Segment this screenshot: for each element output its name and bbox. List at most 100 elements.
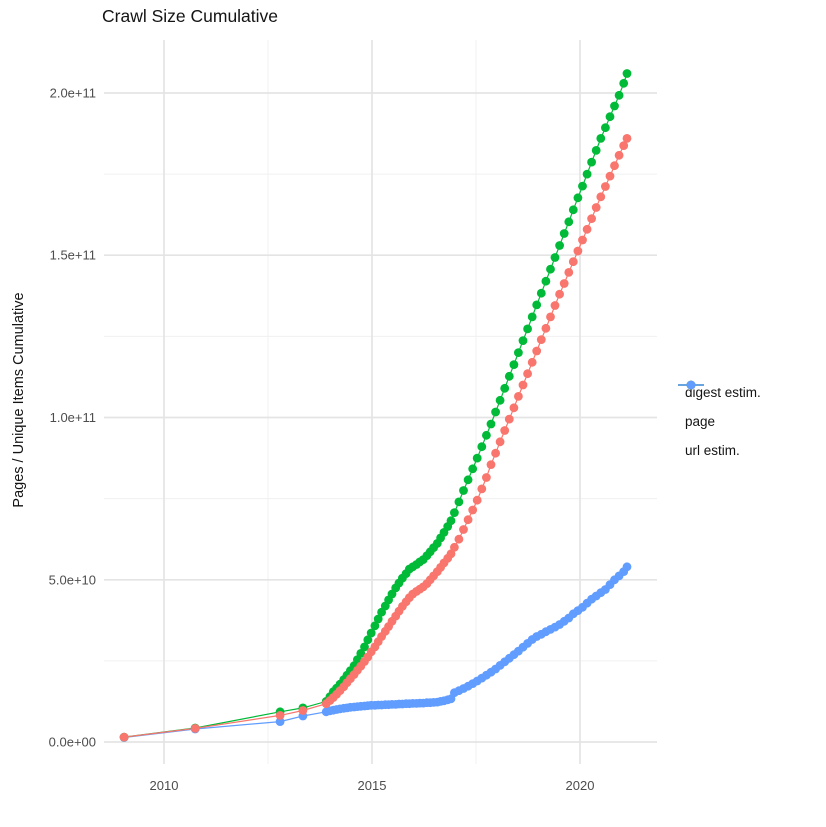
- data-point: [275, 711, 285, 720]
- data-point: [504, 371, 514, 381]
- y-tick-label: 0.0e+00: [49, 735, 96, 750]
- data-point: [459, 486, 468, 495]
- y-tick-label: 1.0e+11: [50, 410, 96, 425]
- legend-label: page: [685, 414, 716, 429]
- data-point: [601, 123, 610, 133]
- data-point: [523, 324, 532, 334]
- data-point: [619, 78, 629, 88]
- data-point: [518, 336, 528, 345]
- data-point: [605, 171, 615, 181]
- data-point: [622, 134, 632, 143]
- data-point: [578, 235, 587, 245]
- data-point: [373, 614, 383, 624]
- data-point: [472, 453, 482, 463]
- legend-entry-page: page: [676, 380, 761, 436]
- data-point: [446, 549, 456, 559]
- data-point: [360, 642, 369, 652]
- data-point: [363, 635, 373, 645]
- data-point: [582, 224, 592, 234]
- data-point: [564, 268, 574, 277]
- data-point: [605, 112, 615, 122]
- data-point: [500, 426, 510, 435]
- data-point: [550, 301, 560, 310]
- data-point: [450, 542, 459, 552]
- data-point: [559, 229, 569, 238]
- data-point: [454, 534, 464, 544]
- x-tick-label: 2015: [358, 778, 387, 793]
- data-point: [582, 169, 592, 179]
- data-point: [486, 419, 496, 429]
- data-point: [523, 369, 532, 379]
- data-point: [614, 150, 624, 160]
- data-point: [536, 335, 546, 344]
- data-point: [491, 448, 500, 458]
- data-point: [614, 90, 624, 100]
- data-point: [587, 157, 596, 167]
- series-line-page: [124, 73, 628, 738]
- data-point: [573, 193, 583, 203]
- data-point: [619, 141, 629, 151]
- data-point: [509, 360, 519, 369]
- data-point: [514, 392, 523, 401]
- data-point: [541, 323, 551, 333]
- data-point: [622, 69, 632, 78]
- data-point: [591, 146, 601, 155]
- data-point: [450, 508, 459, 517]
- data-point: [578, 181, 587, 191]
- data-point: [532, 300, 542, 310]
- data-point: [573, 246, 583, 256]
- data-point: [555, 241, 564, 250]
- data-point: [356, 649, 366, 658]
- y-tick-label: 5.0e+10: [49, 572, 96, 587]
- legend-entry-url-estim: url estim.: [676, 380, 761, 465]
- y-tick-label: 2.0e+11: [50, 86, 96, 101]
- data-point: [568, 257, 578, 267]
- data-point: [119, 732, 129, 742]
- data-point: [472, 495, 482, 505]
- data-point: [491, 407, 500, 417]
- data-point: [275, 717, 285, 726]
- data-point: [541, 276, 551, 286]
- data-point: [596, 192, 606, 202]
- y-axis-title: Pages / Unique Items Cumulative: [11, 292, 27, 508]
- data-point: [527, 312, 537, 322]
- data-point: [366, 628, 376, 638]
- data-point: [536, 288, 546, 298]
- data-point: [591, 203, 601, 212]
- x-tick-label: 2010: [150, 778, 179, 793]
- data-point: [459, 525, 468, 534]
- data-point: [559, 279, 569, 288]
- data-point: [568, 205, 578, 215]
- data-point: [596, 134, 606, 143]
- data-point: [370, 621, 380, 631]
- legend-label: digest estim.: [685, 385, 761, 400]
- data-point: [468, 464, 478, 474]
- data-point: [527, 357, 537, 367]
- data-point: [550, 253, 560, 262]
- data-point: [446, 516, 456, 526]
- legend-key-icon: [678, 380, 704, 390]
- data-point: [518, 380, 528, 390]
- data-point: [546, 264, 555, 274]
- series-points-page: [119, 69, 632, 742]
- data-point: [495, 395, 505, 405]
- data-point: [514, 348, 523, 357]
- series-points-digest-estim: [119, 134, 632, 742]
- data-point: [610, 161, 619, 171]
- data-point: [587, 214, 596, 224]
- data-point: [622, 562, 632, 572]
- data-point: [477, 484, 487, 494]
- data-point: [482, 473, 491, 482]
- chart-title: Crawl Size Cumulative: [102, 6, 279, 26]
- y-tick-label: 1.5e+11: [50, 248, 96, 263]
- data-point: [482, 430, 491, 440]
- legend: digest estim. page url estim.: [676, 378, 761, 465]
- data-point: [463, 515, 473, 525]
- data-point: [555, 289, 564, 299]
- data-point: [454, 497, 464, 507]
- data-point: [477, 442, 487, 452]
- data-point: [495, 437, 505, 447]
- data-point: [564, 217, 574, 227]
